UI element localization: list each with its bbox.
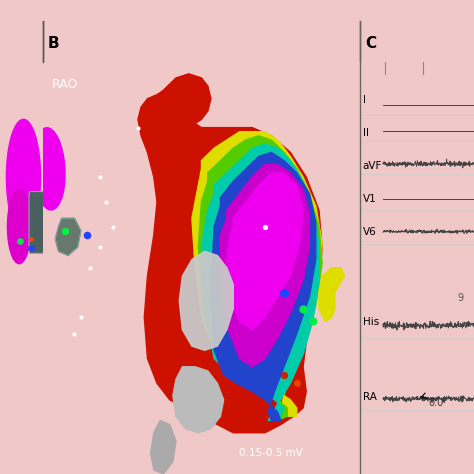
Point [27, 244, 35, 252]
Polygon shape [319, 268, 344, 321]
Point [299, 305, 307, 313]
Text: B: B [47, 36, 59, 51]
Point [61, 227, 69, 235]
Polygon shape [179, 251, 233, 350]
Text: RA: RA [363, 392, 376, 401]
Ellipse shape [33, 128, 65, 210]
Text: RAO: RAO [52, 78, 79, 91]
Point [71, 330, 78, 337]
Point [134, 124, 142, 131]
Point [102, 198, 110, 206]
Polygon shape [227, 173, 303, 330]
Polygon shape [151, 420, 176, 474]
Text: aVF: aVF [363, 161, 382, 171]
Point [96, 244, 104, 251]
Polygon shape [201, 144, 319, 420]
Point [280, 371, 288, 379]
Polygon shape [192, 132, 322, 416]
Text: 0.0: 0.0 [428, 398, 444, 408]
Point [86, 264, 94, 272]
Polygon shape [160, 74, 208, 119]
Polygon shape [138, 74, 322, 433]
Point [109, 223, 116, 230]
Text: C: C [365, 36, 376, 51]
Point [77, 313, 84, 321]
Point [261, 223, 269, 230]
Text: V6: V6 [363, 227, 376, 237]
Text: His: His [363, 317, 379, 327]
Polygon shape [198, 136, 322, 420]
Point [27, 235, 35, 243]
Text: I: I [363, 95, 365, 105]
FancyBboxPatch shape [29, 191, 46, 254]
Point [309, 318, 317, 325]
Point [96, 173, 104, 181]
Point [83, 231, 91, 238]
Point [280, 289, 288, 296]
Point [17, 237, 24, 245]
Text: V1: V1 [363, 193, 376, 203]
Text: 9: 9 [457, 292, 463, 302]
Text: 0.15-0.5 mV: 0.15-0.5 mV [239, 447, 303, 457]
Text: II: II [363, 128, 368, 137]
Polygon shape [220, 165, 310, 367]
Polygon shape [211, 152, 316, 420]
Ellipse shape [7, 119, 40, 235]
Point [293, 380, 301, 387]
Polygon shape [173, 367, 224, 433]
Polygon shape [55, 219, 81, 255]
Ellipse shape [8, 190, 31, 264]
